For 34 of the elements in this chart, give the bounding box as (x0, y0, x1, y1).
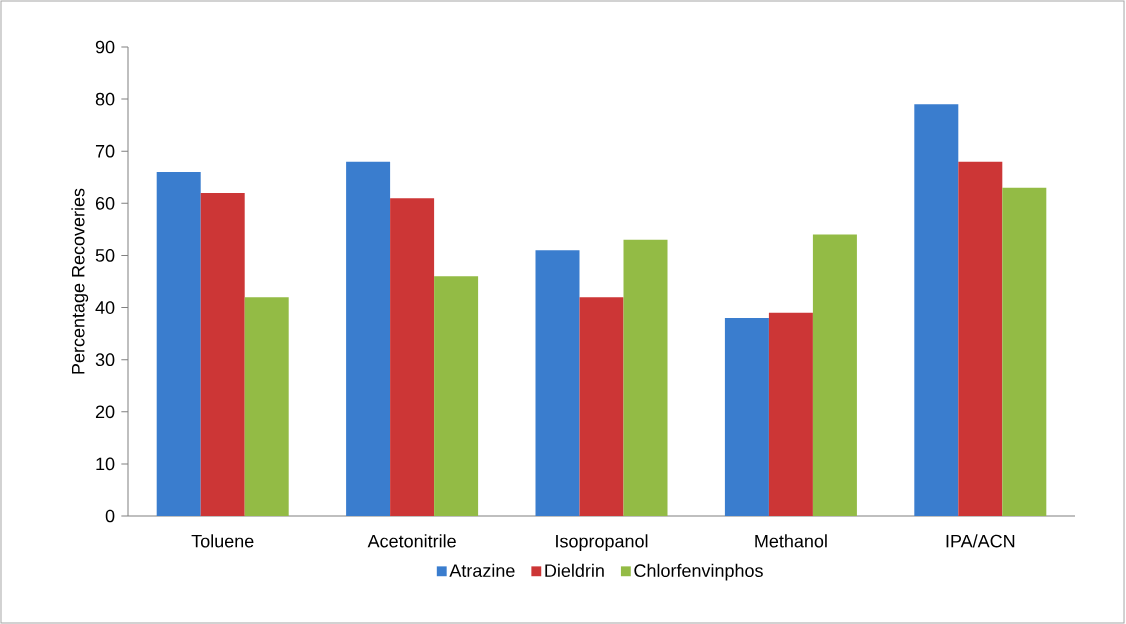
bar (724, 317, 769, 516)
x-tick-label: Acetonitrile (367, 534, 456, 548)
bar (579, 297, 624, 516)
bar (434, 276, 479, 516)
y-tick-label: 30 (95, 353, 115, 367)
y-tick-label: 40 (95, 301, 115, 314)
y-tick-label: 10 (96, 457, 115, 471)
y-tick-label: 0 (105, 509, 115, 523)
bar (1002, 187, 1047, 516)
x-tick-label: Methanol (755, 534, 827, 548)
bar (346, 161, 391, 516)
bar (535, 250, 580, 516)
y-tick-label: 50 (95, 249, 115, 262)
y-tick-label: 20 (95, 405, 115, 419)
bar (768, 312, 813, 516)
y-axis-title: Percentage Recoveries (71, 188, 89, 374)
bar (390, 198, 435, 516)
x-tick-label: Isopropanol (556, 534, 648, 552)
bar (958, 161, 1003, 516)
bar (914, 104, 959, 516)
y-tick-label: 90 (95, 40, 115, 54)
bar (200, 192, 245, 516)
y-tick-label: 60 (95, 196, 115, 210)
bar (623, 239, 668, 516)
legend-label: Chlorfenvinphos (634, 563, 763, 581)
y-tick-label: 70 (95, 144, 115, 158)
bar (812, 234, 857, 516)
legend-label: Atrazine (449, 563, 515, 578)
bar (156, 172, 201, 516)
x-tick-label: IPA/ACN (946, 534, 1015, 548)
bar (244, 297, 289, 516)
legend-label: Dieldrin (545, 563, 604, 578)
y-tick-label: 80 (95, 92, 115, 106)
x-tick-label: Toluene (191, 534, 254, 548)
